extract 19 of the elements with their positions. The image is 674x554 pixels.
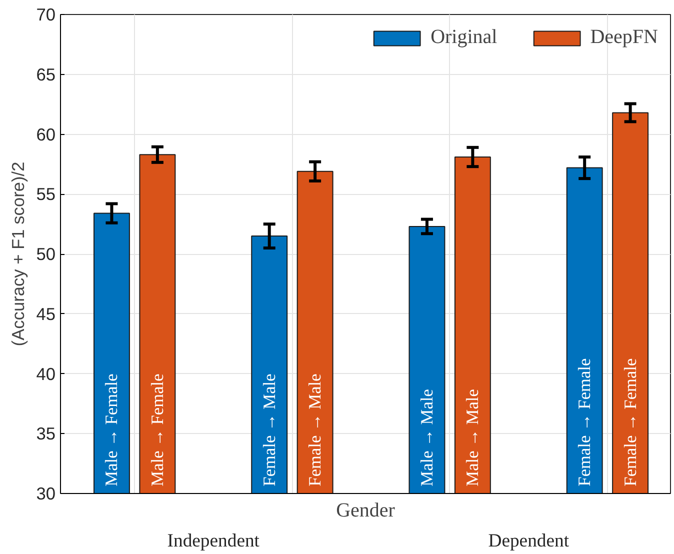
legend-label: DeepFN [590,26,658,49]
legend-label: Original [430,26,498,49]
y-tick-label: 70 [36,4,56,24]
y-tick-label: 65 [36,64,56,84]
x-tick-label: Female → Female [575,358,594,486]
y-tick-label: 40 [36,364,56,384]
y-tick-label: 50 [36,244,56,264]
text: Dependent [488,530,570,552]
x-axis-title: Gender [336,500,396,522]
y-tick-label: 35 [36,424,56,444]
y-tick-label: 55 [36,184,56,204]
x-tick-label: Male → Female [102,373,122,486]
y-tick-label: 45 [36,304,56,324]
x-tick-label: Male → Male [417,388,436,486]
text: Independent [167,530,260,552]
y-axis-title: (Accuracy + F1 score)/2 [8,162,28,346]
x-tick-label: Female → Male [260,373,279,486]
y-tick-label: 30 [36,484,56,504]
y-tick-label: 60 [36,124,56,144]
